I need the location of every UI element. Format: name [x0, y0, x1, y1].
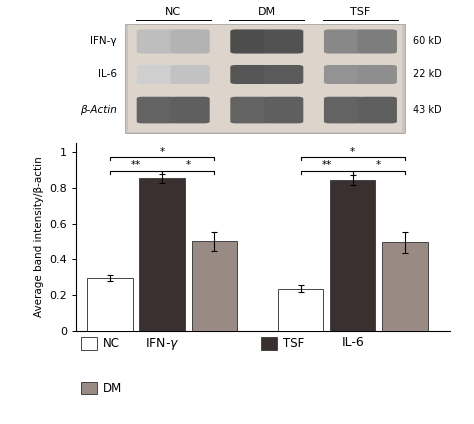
Text: IFN-γ: IFN-γ [91, 36, 117, 47]
FancyBboxPatch shape [357, 29, 397, 53]
FancyBboxPatch shape [137, 97, 176, 123]
FancyBboxPatch shape [230, 65, 270, 84]
Bar [191, 242, 237, 331]
FancyBboxPatch shape [170, 29, 210, 53]
Text: **: ** [131, 160, 141, 170]
FancyBboxPatch shape [137, 29, 176, 53]
Y-axis label: Average band intensity/β-actin: Average band intensity/β-actin [34, 156, 44, 318]
Bar [382, 243, 428, 331]
Bar [87, 278, 133, 331]
Text: **: ** [321, 160, 332, 170]
FancyBboxPatch shape [324, 65, 363, 84]
Text: TSF: TSF [283, 338, 304, 350]
FancyBboxPatch shape [264, 97, 303, 123]
Text: β-Actin: β-Actin [80, 105, 117, 115]
FancyBboxPatch shape [137, 65, 176, 84]
Text: *: * [350, 147, 356, 156]
Text: NC: NC [165, 7, 181, 17]
Text: DM: DM [258, 7, 276, 17]
FancyBboxPatch shape [324, 97, 363, 123]
Text: *: * [376, 160, 382, 170]
FancyBboxPatch shape [357, 65, 397, 84]
Text: DM: DM [103, 382, 122, 395]
Bar [330, 180, 375, 331]
Text: NC: NC [103, 338, 120, 350]
Text: IL-6: IL-6 [98, 70, 117, 79]
FancyBboxPatch shape [170, 97, 210, 123]
Text: TSF: TSF [350, 7, 371, 17]
Text: *: * [186, 160, 191, 170]
Text: 22 kD: 22 kD [413, 70, 442, 79]
FancyBboxPatch shape [170, 65, 210, 84]
FancyBboxPatch shape [264, 29, 303, 53]
FancyBboxPatch shape [230, 97, 270, 123]
FancyBboxPatch shape [324, 29, 363, 53]
FancyBboxPatch shape [125, 24, 405, 133]
Text: 60 kD: 60 kD [413, 36, 441, 47]
FancyBboxPatch shape [264, 65, 303, 84]
Text: *: * [160, 147, 164, 156]
Text: 43 kD: 43 kD [413, 105, 441, 115]
FancyBboxPatch shape [230, 29, 270, 53]
Bar [139, 178, 185, 331]
FancyBboxPatch shape [128, 25, 401, 131]
Bar [278, 289, 323, 331]
FancyBboxPatch shape [357, 97, 397, 123]
